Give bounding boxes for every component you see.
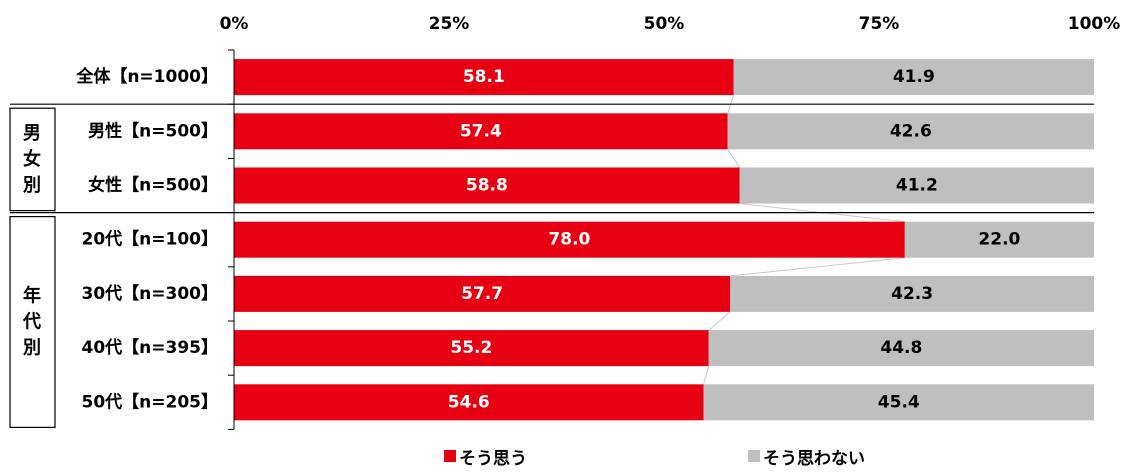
bar-segment-disagree (730, 275, 1094, 312)
x-tick-label: 100% (1068, 14, 1121, 34)
category-label: 40代【n=395】 (82, 337, 219, 358)
legend-item-disagree: そう思わない (748, 446, 865, 469)
group-label-char: 別 (23, 175, 41, 196)
data-label-disagree: 41.2 (896, 176, 938, 196)
bar-segment-agree (234, 221, 905, 258)
bar-segment-disagree (708, 330, 1094, 367)
category-label: 全体【n=1000】 (75, 66, 218, 87)
x-tick-label: 25% (429, 14, 470, 34)
category-label: 20代【n=100】 (82, 229, 219, 250)
data-label-agree: 57.4 (460, 121, 502, 141)
bar-segment-agree (234, 330, 709, 367)
data-label-disagree: 45.4 (878, 392, 920, 412)
data-label-disagree: 42.3 (891, 284, 933, 304)
data-label-agree: 57.7 (461, 284, 503, 304)
group-label-char: 年 (23, 285, 41, 307)
bar-segment-disagree (904, 221, 1094, 258)
data-label-agree: 54.6 (448, 392, 490, 412)
group-label-char: 別 (23, 338, 41, 359)
group-label-char: 代 (22, 312, 41, 333)
group-box-gender (9, 107, 56, 212)
category-label: 男性【n=500】 (88, 120, 218, 141)
data-label-disagree: 42.6 (890, 121, 932, 141)
bar-segment-disagree (739, 167, 1094, 204)
bar-segment-agree (234, 275, 731, 312)
group-label-char: 男 (23, 123, 41, 144)
bar-segment-agree (234, 384, 704, 421)
group-label-char: 女 (23, 148, 41, 170)
bar-segment-agree (234, 113, 728, 150)
bar-segment-disagree (727, 113, 1094, 150)
data-label-agree: 78.0 (548, 230, 590, 250)
data-label-disagree: 44.8 (880, 338, 922, 358)
bar-segment-agree (234, 59, 734, 96)
series-connector-line (703, 365, 710, 385)
category-label: 女性【n=500】 (88, 175, 218, 196)
data-label-agree: 58.8 (466, 176, 508, 196)
data-label-disagree: 41.9 (893, 67, 935, 87)
series-connector-line (727, 149, 741, 168)
bar-segment-disagree (733, 59, 1094, 96)
x-tick-label: 50% (644, 14, 685, 34)
bar-segment-disagree (703, 384, 1094, 421)
legend-label-agree: そう思う (459, 448, 527, 469)
category-label: 30代【n=300】 (82, 283, 219, 304)
legend-swatch-disagree (748, 450, 760, 462)
data-label-disagree: 22.0 (978, 230, 1020, 250)
series-connector-line (730, 257, 905, 277)
data-label-agree: 58.1 (463, 67, 505, 87)
x-tick-label: 0% (220, 14, 249, 34)
category-label: 50代【n=205】 (82, 391, 219, 412)
bar-segment-agree (234, 167, 740, 204)
legend-label-disagree: そう思わない (763, 448, 865, 469)
legend-swatch-agree (444, 450, 456, 462)
data-label-agree: 55.2 (450, 338, 492, 358)
x-tick-label: 75% (859, 14, 900, 34)
group-box-age (9, 216, 56, 429)
legend-item-agree: そう思う (444, 446, 527, 469)
series-connector-line (708, 311, 731, 331)
